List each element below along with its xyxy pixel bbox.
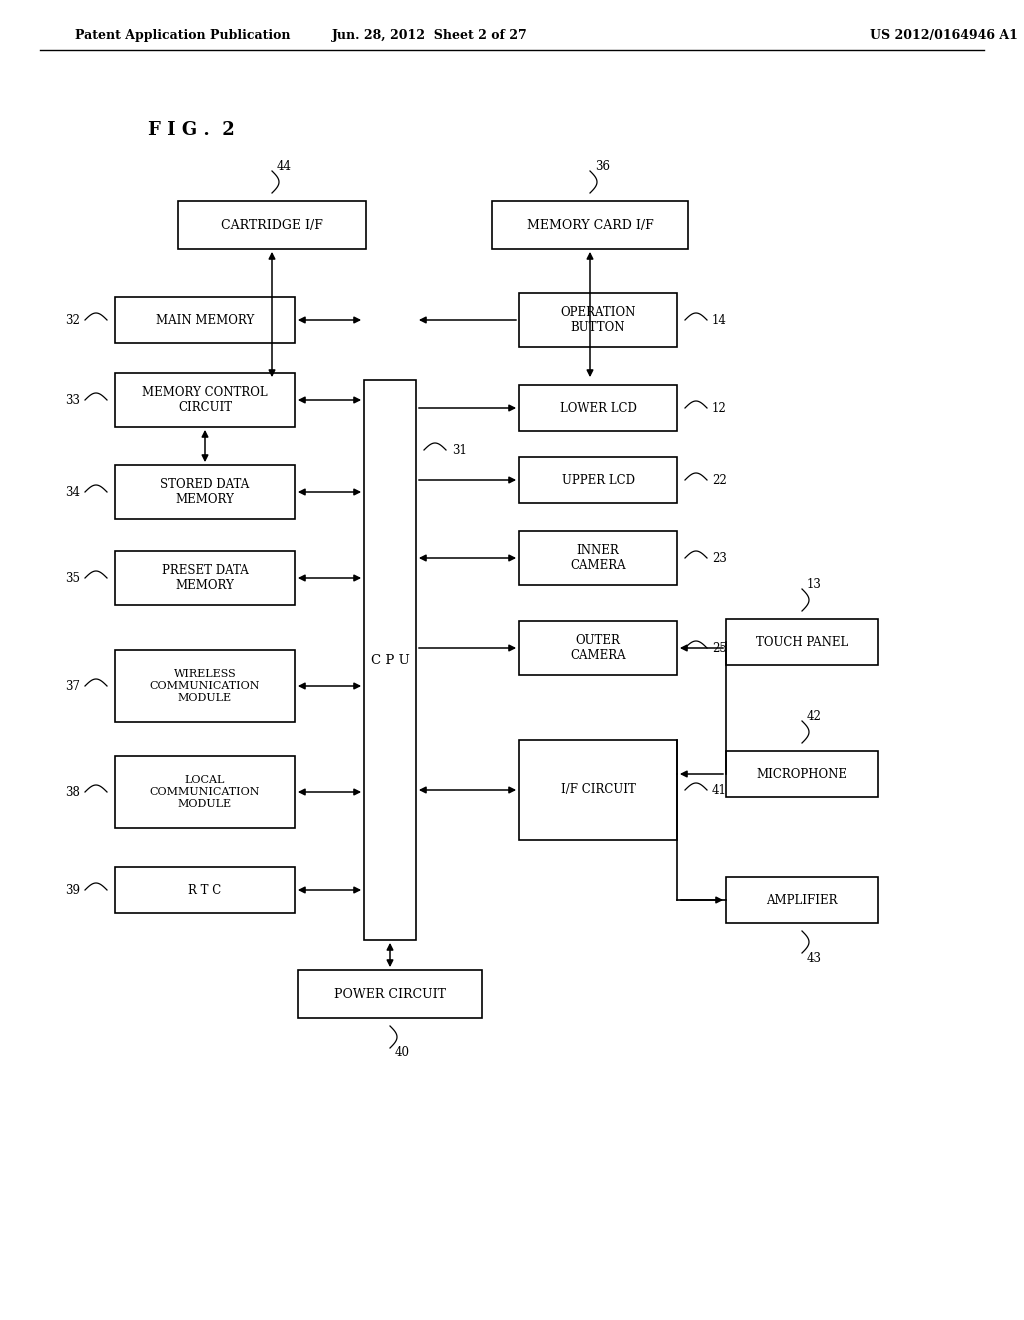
Text: MEMORY CONTROL
CIRCUIT: MEMORY CONTROL CIRCUIT: [142, 385, 268, 414]
Text: AMPLIFIER: AMPLIFIER: [766, 894, 838, 907]
Text: 41: 41: [712, 784, 727, 796]
Text: 31: 31: [452, 444, 467, 457]
Bar: [115, 649, 295, 722]
Text: LOCAL
COMMUNICATION
MODULE: LOCAL COMMUNICATION MODULE: [150, 775, 260, 809]
Text: F I G .  2: F I G . 2: [148, 121, 234, 139]
Text: 32: 32: [66, 314, 80, 326]
Bar: [519, 741, 677, 840]
Text: C P U: C P U: [371, 653, 410, 667]
Text: MEMORY CARD I/F: MEMORY CARD I/F: [526, 219, 653, 231]
Text: WIRELESS
COMMUNICATION
MODULE: WIRELESS COMMUNICATION MODULE: [150, 669, 260, 702]
Text: CARTRIDGE I/F: CARTRIDGE I/F: [221, 219, 323, 231]
Text: 25: 25: [712, 642, 727, 655]
Bar: [178, 201, 366, 249]
Text: MAIN MEMORY: MAIN MEMORY: [156, 314, 254, 326]
Text: 35: 35: [65, 572, 80, 585]
Text: TOUCH PANEL: TOUCH PANEL: [756, 635, 848, 648]
Bar: [115, 756, 295, 828]
Bar: [519, 385, 677, 432]
Text: UPPER LCD: UPPER LCD: [561, 474, 635, 487]
Bar: [726, 619, 878, 665]
Text: 44: 44: [278, 160, 292, 173]
Text: US 2012/0164946 A1: US 2012/0164946 A1: [870, 29, 1018, 41]
Text: STORED DATA
MEMORY: STORED DATA MEMORY: [161, 478, 250, 506]
Text: INNER
CAMERA: INNER CAMERA: [570, 544, 626, 572]
Text: 14: 14: [712, 314, 727, 326]
Text: 37: 37: [65, 680, 80, 693]
Text: 36: 36: [595, 160, 610, 173]
Text: I/F CIRCUIT: I/F CIRCUIT: [560, 784, 636, 796]
Text: 39: 39: [65, 883, 80, 896]
Bar: [519, 457, 677, 503]
Text: R T C: R T C: [188, 883, 221, 896]
Bar: [519, 620, 677, 675]
Bar: [364, 380, 416, 940]
Text: 40: 40: [395, 1047, 410, 1060]
Text: 34: 34: [65, 486, 80, 499]
Bar: [519, 293, 677, 347]
Bar: [115, 374, 295, 426]
Text: 12: 12: [712, 401, 727, 414]
Text: 43: 43: [807, 952, 822, 965]
Bar: [115, 465, 295, 519]
Text: OPERATION
BUTTON: OPERATION BUTTON: [560, 306, 636, 334]
Text: POWER CIRCUIT: POWER CIRCUIT: [334, 987, 446, 1001]
Text: PRESET DATA
MEMORY: PRESET DATA MEMORY: [162, 564, 249, 591]
Bar: [492, 201, 688, 249]
Bar: [298, 970, 482, 1018]
Text: LOWER LCD: LOWER LCD: [559, 401, 637, 414]
Text: MICROPHONE: MICROPHONE: [757, 767, 848, 780]
Text: Patent Application Publication: Patent Application Publication: [75, 29, 291, 41]
Text: 23: 23: [712, 552, 727, 565]
Bar: [519, 531, 677, 585]
Bar: [726, 751, 878, 797]
Text: 13: 13: [807, 578, 822, 590]
Text: 38: 38: [66, 785, 80, 799]
Bar: [115, 297, 295, 343]
Text: OUTER
CAMERA: OUTER CAMERA: [570, 634, 626, 663]
Text: 42: 42: [807, 710, 822, 722]
Bar: [115, 867, 295, 913]
Bar: [115, 550, 295, 605]
Text: 33: 33: [65, 393, 80, 407]
Text: 22: 22: [712, 474, 727, 487]
Text: Jun. 28, 2012  Sheet 2 of 27: Jun. 28, 2012 Sheet 2 of 27: [332, 29, 528, 41]
Bar: [726, 876, 878, 923]
